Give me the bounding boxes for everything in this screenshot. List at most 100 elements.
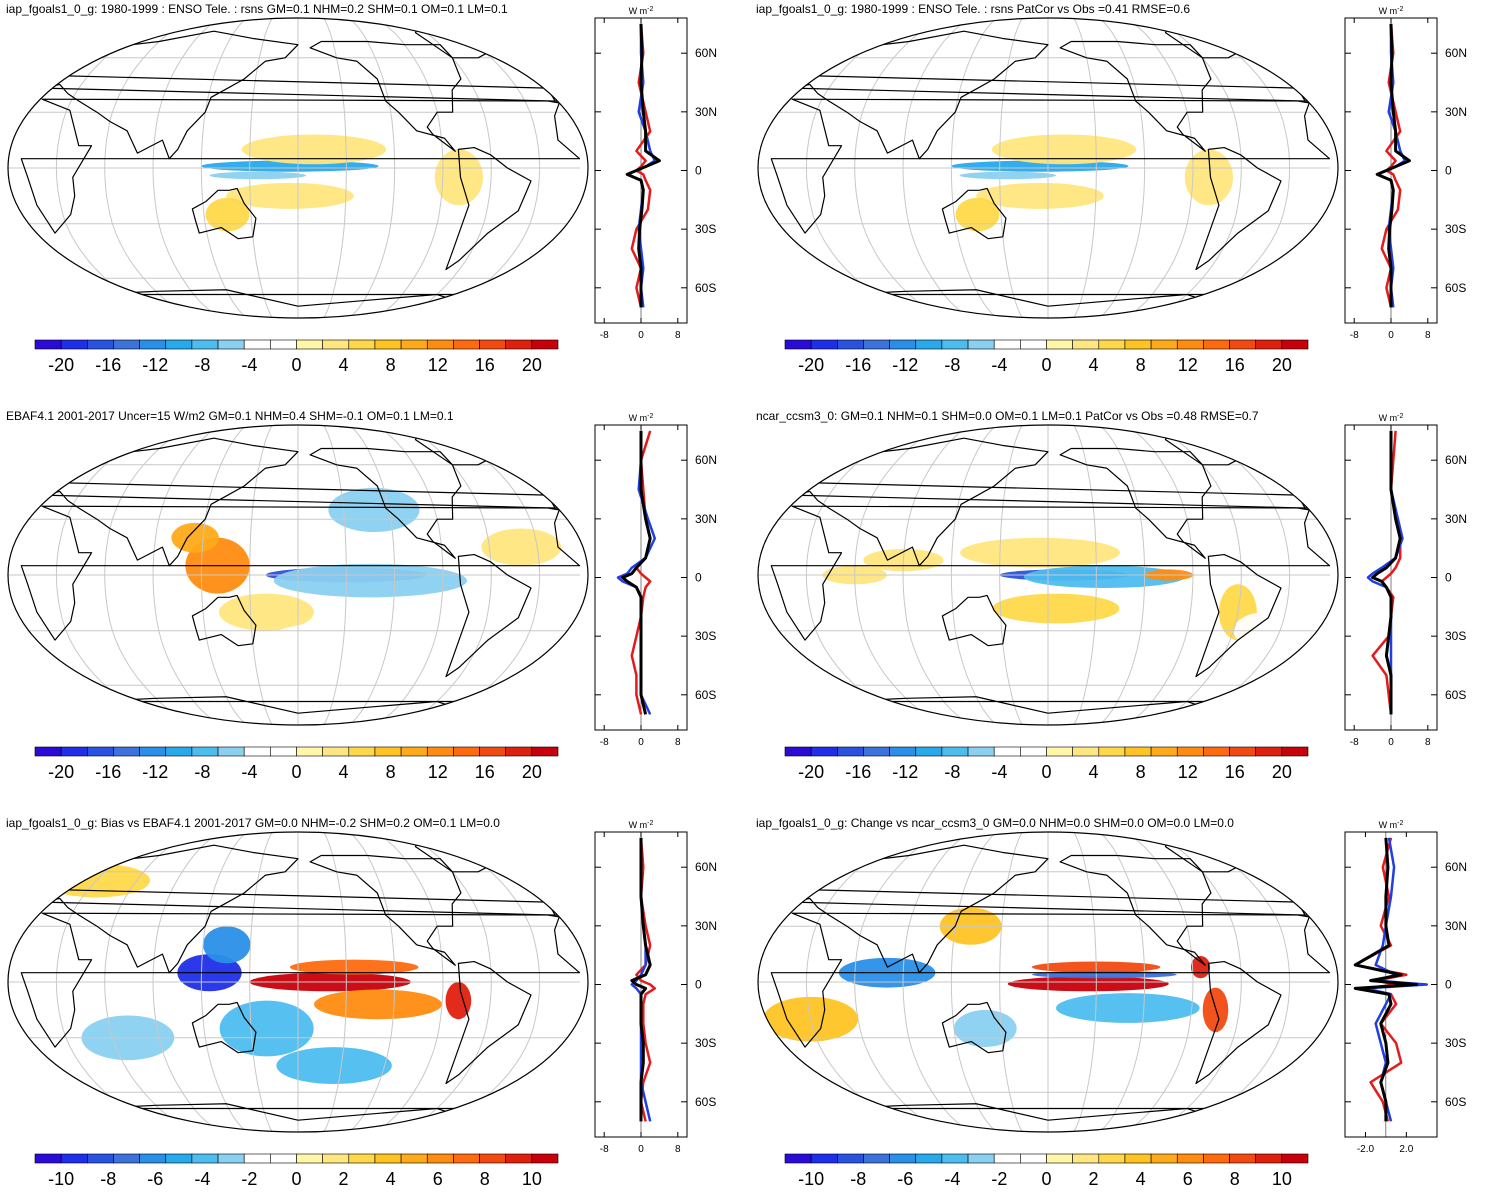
colorbar-label: 10 <box>1272 1169 1292 1189</box>
colorbar-swatch <box>87 339 114 350</box>
gridline-lon <box>200 18 247 318</box>
colorbar-swatch <box>889 746 917 757</box>
map-border <box>757 424 1339 726</box>
colorbar-swatch <box>374 746 402 757</box>
zonal-x-tick-label: 0 <box>1388 737 1394 748</box>
colorbar-label: 12 <box>1178 762 1198 782</box>
colorbar-swatch <box>505 1153 533 1164</box>
colorbar-label: -16 <box>845 762 871 782</box>
zonal-x-tick-label: 8 <box>675 1144 681 1155</box>
colorbar-swatch <box>1203 746 1230 757</box>
data-anomaly-6 <box>276 1047 392 1085</box>
gridline-lon <box>805 832 920 1132</box>
zonal-unit-label: W m-2 <box>1379 820 1404 830</box>
coastline-2 <box>941 1001 1007 1054</box>
data-anomaly-7 <box>445 982 472 1020</box>
map-border <box>757 17 1339 319</box>
colorbar-swatch <box>810 339 838 350</box>
zonal-series-reference <box>621 430 652 715</box>
lat-tick-label: 30S <box>695 629 716 643</box>
colorbar-label: 2 <box>1089 1169 1099 1189</box>
colorbar-swatch <box>60 339 88 350</box>
colorbar-swatch <box>113 1153 140 1164</box>
colorbar-label: 0 <box>291 1169 301 1189</box>
lat-tick-label: 60S <box>695 1095 716 1109</box>
colorbar-label: -20 <box>798 355 824 375</box>
colorbar-swatch <box>1150 746 1178 757</box>
colorbar-swatch <box>1255 746 1283 757</box>
colorbar-label: -8 <box>194 762 210 782</box>
lat-tick-label: 60S <box>695 281 716 295</box>
zonal-series-reference <box>625 23 661 308</box>
gridline-lon <box>426 18 541 318</box>
colorbar-swatch <box>1150 1153 1178 1164</box>
colorbar-swatch <box>34 339 62 350</box>
zonal-series-reference <box>1375 23 1411 308</box>
colorbar-label: 20 <box>522 762 542 782</box>
lat-tick-label: 0 <box>1445 978 1452 992</box>
colorbar-swatch <box>348 746 376 757</box>
colorbar-swatch <box>322 746 350 757</box>
colorbar-label: 10 <box>522 1169 542 1189</box>
colorbar-label: 12 <box>1178 355 1198 375</box>
data-anomaly-5 <box>219 1000 314 1057</box>
gridline-lon <box>349 832 396 1132</box>
colorbar-label: -8 <box>944 355 960 375</box>
colorbar-label: -4 <box>241 355 257 375</box>
colorbar-label: -8 <box>100 1169 116 1189</box>
colorbar-swatch <box>967 1153 995 1164</box>
colorbar-swatch <box>322 1153 350 1164</box>
data-anomaly-1 <box>273 563 468 598</box>
colorbar-swatch <box>941 339 969 350</box>
map-border <box>7 424 589 726</box>
colorbar-swatch <box>1098 1153 1126 1164</box>
zonal-x-tick-label: 8 <box>675 330 681 341</box>
lat-tick-label: 0 <box>1445 164 1452 178</box>
coastline-4 <box>445 553 532 678</box>
colorbar-label: 4 <box>1136 1169 1146 1189</box>
zonal-series-model <box>635 837 657 1122</box>
gridline-lon <box>1124 425 1194 725</box>
zonal-unit-label: W m-2 <box>629 413 654 423</box>
data-anomaly-3 <box>226 182 354 209</box>
gridline-lon <box>950 18 997 318</box>
lat-tick-label: 30N <box>1445 512 1467 526</box>
data-anomaly-2 <box>314 989 443 1020</box>
lat-tick-label: 60S <box>1445 281 1466 295</box>
gridline-lon <box>805 18 920 318</box>
gridline-lon <box>249 425 273 725</box>
colorbar-swatch <box>784 746 812 757</box>
colorbar-swatch <box>993 339 1021 350</box>
zonal-unit-label: W m-2 <box>1379 413 1404 423</box>
zonal-series-reference <box>630 837 652 1122</box>
colorbar-swatch <box>1176 746 1204 757</box>
gridline-lon <box>104 425 196 725</box>
colorbar-swatch <box>270 1153 297 1164</box>
coastline-4 <box>445 960 532 1085</box>
data-anomaly-8 <box>481 528 562 566</box>
colorbar-swatch <box>400 339 428 350</box>
colorbar-swatch <box>453 746 480 757</box>
colorbar-label: -10 <box>48 1169 74 1189</box>
gridline-lon <box>104 18 196 318</box>
colorbar-swatch <box>1020 1153 1047 1164</box>
colorbar-swatch <box>810 746 838 757</box>
gridline-lon <box>1176 425 1291 725</box>
colorbar-swatch <box>426 746 454 757</box>
lat-tick-label: 30N <box>1445 105 1467 119</box>
data-anomaly-5 <box>1184 149 1234 206</box>
map-border <box>757 831 1339 1133</box>
gridline-lon <box>200 425 247 725</box>
data-anomaly-5 <box>328 487 420 532</box>
gridline-lon <box>1099 18 1146 318</box>
lat-tick-label: 60N <box>1445 860 1467 874</box>
colorbar-swatch <box>863 746 890 757</box>
colorbar-swatch <box>243 746 271 757</box>
lat-tick-label: 60N <box>1445 46 1467 60</box>
coastline-3 <box>309 447 462 559</box>
coastline-0 <box>20 505 581 641</box>
colorbar-swatch <box>967 746 995 757</box>
colorbar-swatch <box>479 746 506 757</box>
gridline-lon <box>999 832 1023 1132</box>
gridline-lon <box>1176 18 1291 318</box>
